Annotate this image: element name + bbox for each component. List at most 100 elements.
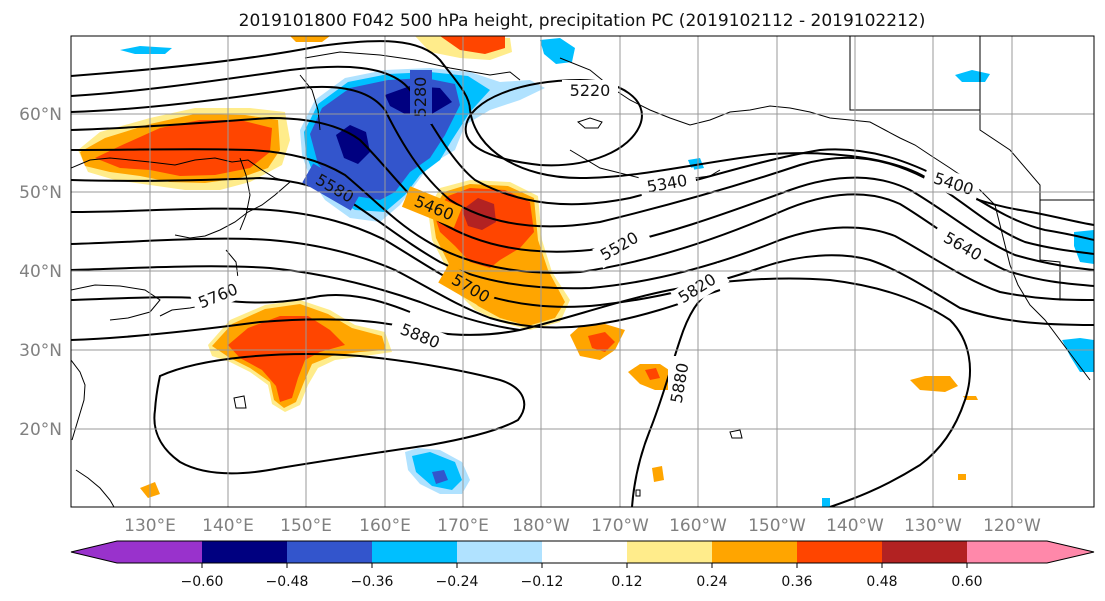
contour-label-bg xyxy=(668,356,690,412)
height-contour xyxy=(153,353,526,475)
lon-label: 130°E xyxy=(124,516,176,536)
contour-label: 5280 xyxy=(411,77,430,118)
height-contour xyxy=(71,85,1094,255)
colorbar-segment xyxy=(712,541,797,563)
contour-label: 5220 xyxy=(570,81,611,100)
colorbar-extend-max xyxy=(1047,541,1094,563)
colorbar-tick-label: −0.24 xyxy=(436,574,479,590)
pc-negative-region xyxy=(432,470,448,484)
colorbar-extend-min xyxy=(71,541,117,563)
pc-positive-region xyxy=(958,474,966,480)
coastline xyxy=(71,157,292,239)
pc-negative-region xyxy=(120,46,172,54)
lon-label: 160°E xyxy=(359,516,411,536)
colorbar-segment xyxy=(542,541,627,563)
colorbar-segment xyxy=(797,541,882,563)
lat-label: 60°N xyxy=(19,105,62,125)
lon-label: 170°E xyxy=(437,516,489,536)
colorbar-tick-label: −0.12 xyxy=(521,574,564,590)
lat-label: 50°N xyxy=(19,183,62,203)
coastlines xyxy=(71,36,1094,507)
contour-label-bg xyxy=(401,186,463,228)
lon-labels: 130°E 140°E 150°E 160°E 170°E 180°W 170°… xyxy=(124,516,1041,536)
lon-label: 150°E xyxy=(280,516,332,536)
lon-label: 180°W xyxy=(512,516,570,536)
colorbar-tick-label: −0.36 xyxy=(351,574,394,590)
height-contour xyxy=(71,237,721,329)
lon-label: 160°W xyxy=(669,516,727,536)
map-panel: 5220 5280 5340 5400 5460 5520 5580 5640 … xyxy=(70,35,1095,508)
contour-label-bg xyxy=(638,167,698,199)
colorbar-segment xyxy=(117,541,202,563)
lon-label: 140°W xyxy=(826,516,884,536)
contour-label-bg xyxy=(302,163,362,211)
map-frame xyxy=(70,35,1095,508)
lat-labels: 20°N 30°N 40°N 50°N 60°N xyxy=(19,105,62,440)
state-boundary xyxy=(979,110,1094,201)
colorbar-tick-label: −0.48 xyxy=(266,574,309,590)
island xyxy=(729,429,743,439)
pc-negative-region xyxy=(955,70,990,82)
coastline xyxy=(239,157,251,231)
pc-positive-region xyxy=(290,36,330,42)
height-contour xyxy=(71,116,1094,271)
pc-negative-region xyxy=(336,125,370,164)
lat-label: 30°N xyxy=(19,341,62,361)
lon-label: 170°W xyxy=(591,516,649,536)
colorbar-tick-label: 0.36 xyxy=(781,574,812,590)
pc-negative-region xyxy=(540,38,575,64)
colorbar-segment xyxy=(372,541,457,563)
lon-label: 140°E xyxy=(202,516,254,536)
pc-positive-region xyxy=(652,466,664,482)
contour-label-bg xyxy=(562,80,618,100)
coastline xyxy=(559,57,1091,381)
colorbar: −0.60 −0.48 −0.36 −0.24 −0.12 0.12 0.24 … xyxy=(70,540,1095,590)
contour-label-bg xyxy=(592,221,652,269)
colorbar-tick-label: −0.60 xyxy=(181,574,224,590)
colorbar-tick-label: 0.12 xyxy=(611,574,642,590)
pc-negative-region xyxy=(412,452,462,490)
island xyxy=(577,117,603,129)
height-contour xyxy=(71,176,1094,301)
contour-label-bg xyxy=(387,314,449,356)
colorbar-segment xyxy=(202,541,287,563)
pc-positive-region xyxy=(588,332,615,352)
colorbar-segment xyxy=(627,541,712,563)
height-contour xyxy=(71,293,411,313)
colorbar-segment xyxy=(967,541,1047,563)
pc-negative-region xyxy=(822,498,830,507)
gridlines xyxy=(71,36,1094,507)
pc-positive-region xyxy=(440,36,505,54)
pc-positive-region xyxy=(910,376,958,392)
pc-positive-region xyxy=(228,316,345,402)
contour-label-bg xyxy=(438,263,498,311)
colorbar-tick-label: 0.24 xyxy=(696,574,727,590)
lon-label: 120°W xyxy=(983,516,1041,536)
contour-label-bg xyxy=(921,163,983,203)
pc-positive-region xyxy=(645,368,660,380)
island xyxy=(635,489,641,497)
colorbar-segment xyxy=(457,541,542,563)
map-title: 2019101800 F042 500 hPa height, precipit… xyxy=(239,11,926,31)
contour-label-bg xyxy=(670,262,730,312)
contour-label-bg xyxy=(189,274,251,316)
coastline xyxy=(71,359,86,441)
height-contour xyxy=(71,207,1094,326)
lon-label: 150°W xyxy=(748,516,806,536)
coastline xyxy=(304,51,521,81)
colorbar-outline xyxy=(70,540,1095,564)
pc-negative-region xyxy=(1062,338,1094,372)
lat-label: 20°N xyxy=(19,420,62,440)
island xyxy=(233,395,247,409)
lon-label: 130°W xyxy=(904,516,962,536)
coastline xyxy=(75,469,115,507)
colorbar-tick-label: 0.48 xyxy=(866,574,897,590)
contour-label-bg xyxy=(410,70,432,124)
state-boundary xyxy=(849,36,981,111)
colorbar-ticks xyxy=(201,563,968,568)
colorbar-segment xyxy=(882,541,967,563)
height-contour xyxy=(631,289,713,507)
lat-label: 40°N xyxy=(19,262,62,282)
contour-label-bg xyxy=(930,221,990,269)
